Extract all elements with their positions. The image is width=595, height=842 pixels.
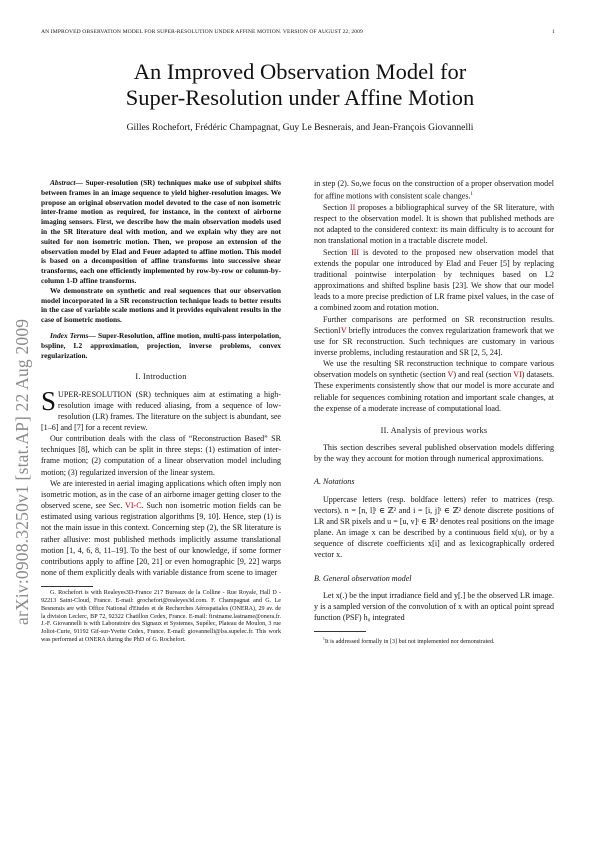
section-heading-previous-works: II. Analysis of previous works (380, 425, 488, 435)
subsection-heading-observation-model: B. General observation model (314, 573, 412, 583)
abstract-paragraph-1: Abstract— Super-resolution (SR) techniqu… (41, 178, 281, 286)
running-title: AN IMPROVED OBSERVATION MODEL FOR SUPER-… (41, 29, 363, 35)
author-affiliation-note: G. Rochefort is with Realeyes3D-France 2… (41, 590, 281, 643)
footnote: 1It is addressed formally in [3] but not… (314, 635, 554, 646)
right-paragraph-2: Section II proposes a bibliographical su… (314, 202, 554, 247)
abstract-paragraph-2: We demonstrate on synthetic and real seq… (41, 285, 281, 325)
right-paragraph-3: Section III is devoted to the proposed n… (314, 247, 554, 314)
section-link-vi[interactable]: VI (513, 370, 522, 380)
right-column: in step (2). So,we focus on the construc… (314, 178, 554, 646)
subsection-heading-notations: A. Notations (314, 477, 355, 487)
right-paragraph-7: Uppercase letters (resp. boldface letter… (314, 494, 554, 560)
right-text-3b: is devoted to the proposed new observati… (314, 247, 554, 313)
footnote-divider-right (314, 631, 366, 633)
title-line-1: An Improved Observation Model for (133, 59, 467, 84)
abstract-lead: Abstract (50, 178, 76, 187)
abstract-text-1: — Super-resolution (SR) techniques make … (41, 178, 281, 285)
right-text-1: in step (2). So,we focus on the construc… (314, 179, 554, 201)
index-terms-lead: Index Terms (50, 330, 89, 340)
intro-paragraph-2: Our contribution deals with the class of… (41, 434, 281, 477)
right-paragraph-4: Further comparisons are performed on SR … (314, 314, 554, 359)
running-header: AN IMPROVED OBSERVATION MODEL FOR SUPER-… (41, 29, 555, 35)
paper-title: An Improved Observation Model for Super-… (60, 59, 540, 111)
section-link-v[interactable]: V (447, 370, 454, 380)
intro-text-3b: . Such non isometric motion fields can b… (41, 501, 281, 577)
intro-text-1: UPER-RESOLUTION (SR) techniques aim at e… (41, 389, 281, 432)
right-text-4a: Further comparisons are performed on SR … (314, 314, 554, 335)
section-link-ii[interactable]: II (349, 202, 356, 212)
right-text-3a: Section (323, 247, 352, 257)
intro-paragraph-1: S UPER-RESOLUTION (SR) techniques aim at … (41, 385, 281, 434)
left-column: Abstract— Super-resolution (SR) techniqu… (41, 178, 281, 645)
right-text-4b: briefly introduces the convex regulariza… (314, 325, 554, 358)
page-number: 1 (552, 29, 555, 35)
section-link-vi-c[interactable]: VI-C (125, 501, 142, 511)
section-heading-introduction: I. Introduction (135, 372, 187, 382)
right-paragraph-8: Let x(.) be the input irradiance field a… (314, 590, 554, 622)
index-terms-text: — Super-Resolution, affine motion, multi… (41, 330, 281, 360)
right-paragraph-1: in step (2). So,we focus on the construc… (314, 178, 554, 202)
drop-cap: S (41, 385, 57, 416)
author-list: Gilles Rochefort, Frédéric Champagnat, G… (126, 122, 474, 133)
intro-paragraph-3: We are interested in aerial imaging appl… (41, 478, 281, 578)
right-text-2b: proposes a bibliographical survey of the… (314, 202, 555, 246)
index-terms: Index Terms— Super-Resolution, affine mo… (41, 331, 281, 360)
footnote-number: 1 (323, 637, 325, 642)
right-text-5c: ) datasets. These experiments consistent… (314, 370, 554, 413)
right-text-5a: We use the resulting SR reconstruction t… (314, 359, 554, 380)
right-text-5b: ) and real (section (453, 370, 514, 380)
section-link-iv[interactable]: IV (338, 325, 347, 335)
arxiv-stamp: arXiv:0908.3250v1 [stat.AP] 22 Aug 2009 (12, 318, 32, 625)
footnote-marker: 1 (470, 192, 473, 198)
footnote-text: It is addressed formally in [3] but not … (324, 639, 495, 646)
right-paragraph-5: We use the resulting SR reconstruction t… (314, 358, 554, 414)
footnote-divider (41, 586, 93, 588)
right-text-2a: Section (323, 202, 350, 212)
intro-text-3a: We are interested in aerial imaging appl… (41, 478, 281, 511)
section-link-iii[interactable]: III (351, 247, 360, 257)
right-paragraph-6: This section describes several published… (314, 443, 554, 464)
title-line-2: Super-Resolution under Affine Motion (125, 85, 475, 110)
